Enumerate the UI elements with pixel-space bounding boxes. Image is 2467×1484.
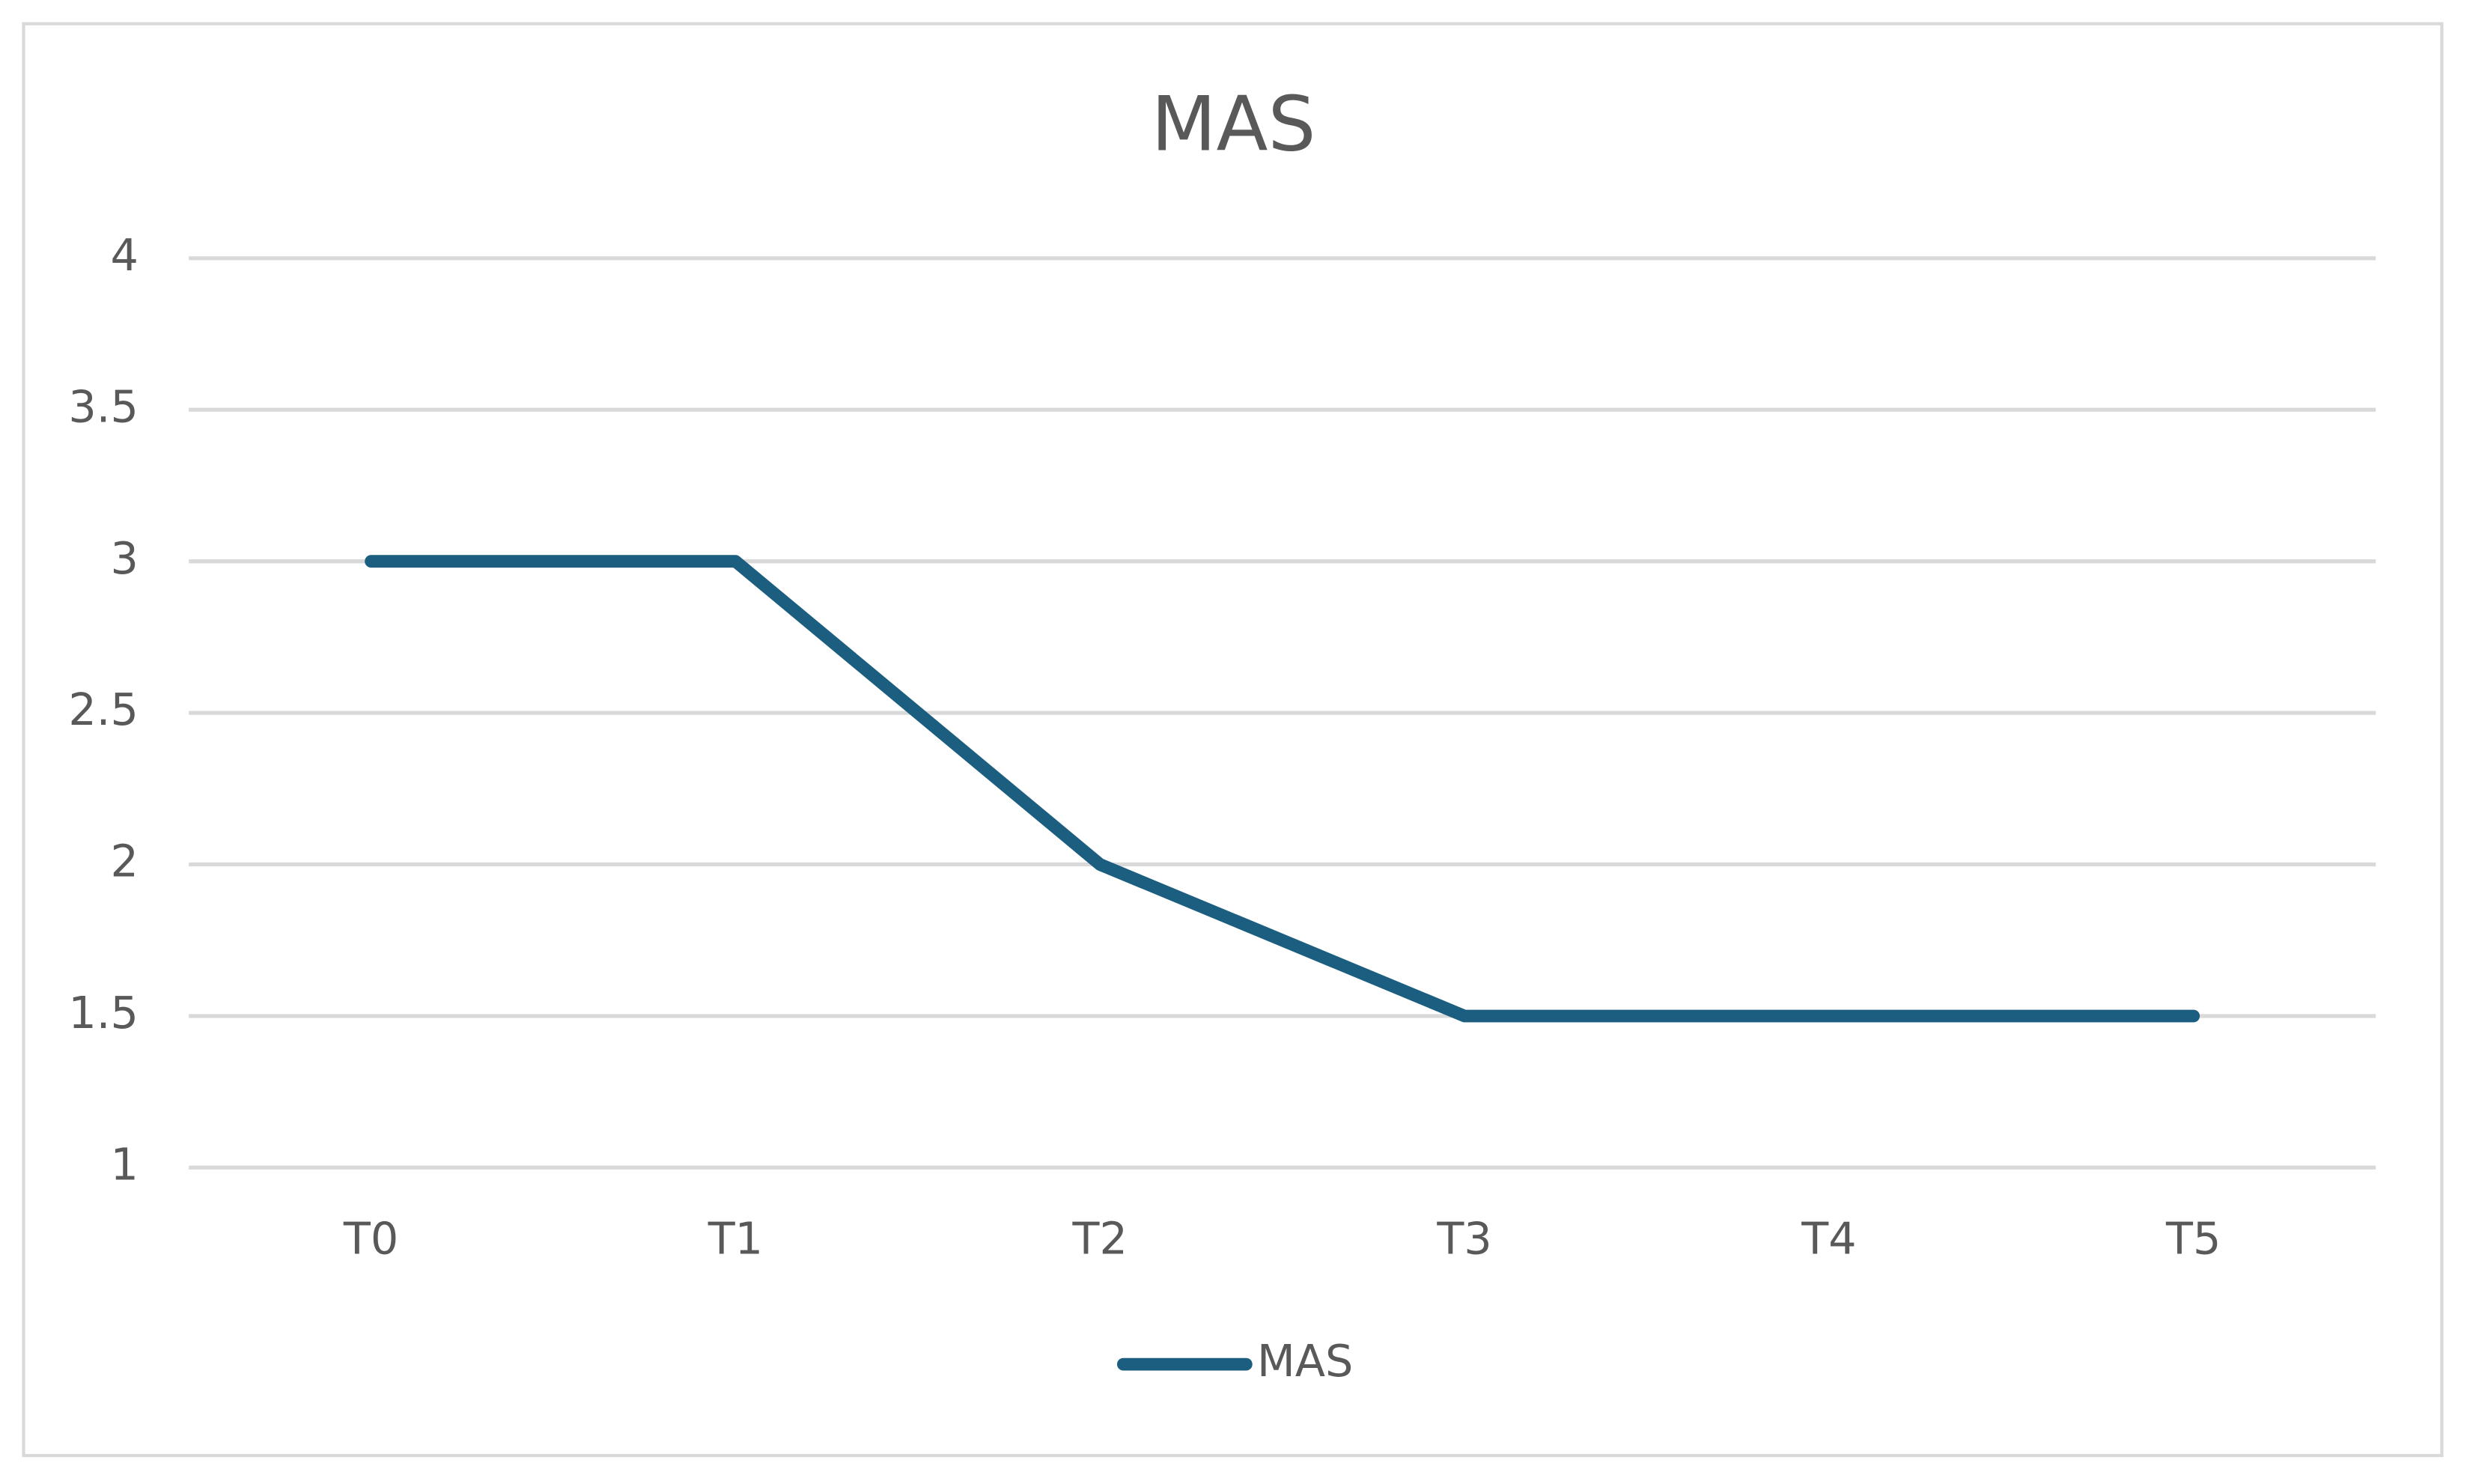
y-tick-label: 4: [110, 229, 138, 281]
legend-label: MAS: [1257, 1335, 1353, 1387]
x-tick-label: T3: [1436, 1212, 1491, 1264]
data-line: [365, 555, 2200, 1023]
y-tick-label: 1: [110, 1139, 138, 1190]
y-tick-label: 2.5: [68, 684, 139, 735]
x-tick-label: T5: [2165, 1212, 2221, 1264]
y-tick-label: 3: [110, 532, 138, 584]
chart-title: MAS: [1151, 79, 1315, 168]
x-tick-label: T1: [708, 1212, 763, 1264]
x-tick-label: T4: [1801, 1212, 1856, 1264]
x-tick-label: T0: [343, 1212, 398, 1264]
y-tick-label: 3.5: [68, 380, 139, 432]
y-tick-label: 2: [110, 836, 138, 887]
x-tick-label: T2: [1072, 1212, 1128, 1264]
y-tick-label: 1.5: [68, 987, 139, 1039]
chart-border: [22, 22, 2444, 1458]
